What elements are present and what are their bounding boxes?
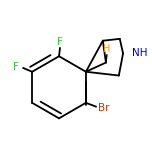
Text: H: H <box>103 44 111 54</box>
Text: NH: NH <box>131 48 147 58</box>
Text: F: F <box>57 37 63 47</box>
Text: F: F <box>13 62 19 72</box>
Text: Br: Br <box>98 102 110 112</box>
